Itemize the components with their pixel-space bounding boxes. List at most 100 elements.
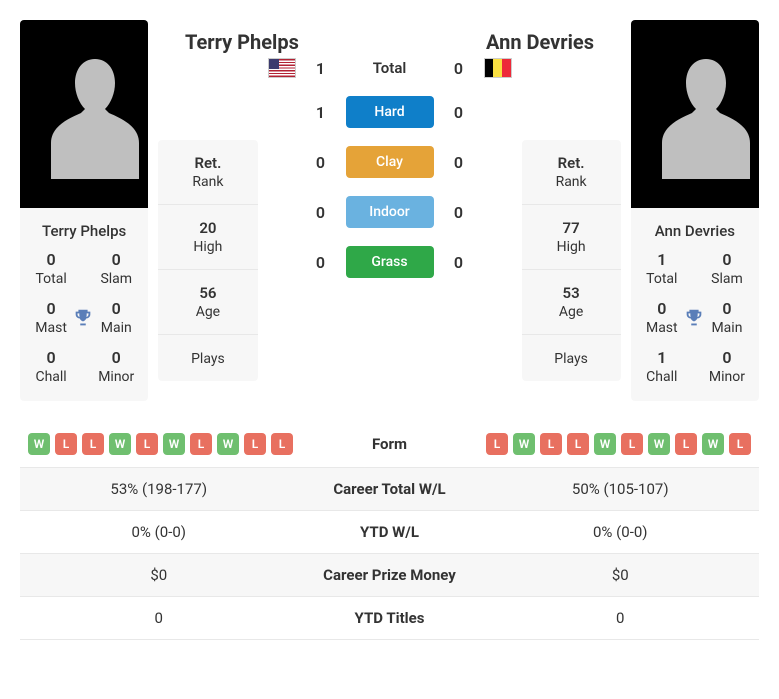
form-badge[interactable]: L [540, 433, 562, 455]
form-badge[interactable]: W [109, 433, 131, 455]
row-right-value: LWLLWLWLWL [486, 433, 751, 455]
row-left-value: $0 [28, 566, 290, 584]
clay-label[interactable]: Clay [346, 146, 434, 178]
form-badge[interactable]: W [163, 433, 185, 455]
p2-total-score: 0 [452, 59, 466, 78]
table-row: WLLWLWLWLLFormLWLLWLWLWL [20, 421, 759, 468]
player1-card-name: Terry Phelps [20, 208, 148, 250]
form-badge[interactable]: L [271, 433, 293, 455]
total-label: Total [346, 59, 434, 77]
player1-photo [20, 20, 148, 208]
hard-label[interactable]: Hard [346, 96, 434, 128]
form-badge[interactable]: L [82, 433, 104, 455]
stat-plays: Plays [522, 335, 621, 381]
row-center-label: Career Total W/L [290, 480, 490, 498]
table-row: 0YTD Titles0 [20, 597, 759, 640]
indoor-row: 0 Indoor 0 [314, 196, 466, 228]
table-row: 53% (198-177)Career Total W/L50% (105-10… [20, 468, 759, 511]
row-right-value: 0% (0-0) [490, 523, 752, 541]
title-total: 0Total [34, 250, 68, 287]
form-badge[interactable]: L [55, 433, 77, 455]
title-chall: 0Chall [34, 348, 68, 385]
stat-age: 53Age [522, 270, 621, 335]
player2-titles-grid: 1Total 0Slam 0Mast 0Main 1Chall 0Minor [631, 250, 759, 401]
player2-card-name: Ann Devries [631, 208, 759, 250]
flag-be-icon [484, 58, 512, 78]
table-row: $0Career Prize Money$0 [20, 554, 759, 597]
title-slam: 0Slam [98, 250, 134, 287]
player1-stats: Ret.Rank 20High 56Age Plays [158, 140, 257, 401]
grass-row: 0 Grass 0 [314, 246, 466, 278]
player2-photo [631, 20, 759, 208]
title-main: 0Main [98, 299, 134, 336]
row-left-value: 0% (0-0) [28, 523, 290, 541]
p1-grass: 0 [314, 253, 328, 272]
p1-clay: 0 [314, 153, 328, 172]
form-badge[interactable]: W [702, 433, 724, 455]
player1-titles-grid: 0Total 0Slam 0Mast 0Main 0Chall 0Minor [20, 250, 148, 401]
grass-label[interactable]: Grass [346, 246, 434, 278]
stat-age: 56Age [158, 270, 257, 335]
trophy-icon [72, 299, 94, 336]
p2-clay: 0 [452, 153, 466, 172]
hard-row: 1 Hard 0 [314, 96, 466, 128]
form-badge[interactable]: L [136, 433, 158, 455]
p1-hard: 1 [314, 103, 328, 122]
p2-hard: 0 [452, 103, 466, 122]
trophy-icon [683, 299, 705, 336]
form-badge[interactable]: L [675, 433, 697, 455]
title-main: 0Main [709, 299, 745, 336]
row-center-label: Career Prize Money [290, 566, 490, 584]
clay-row: 0 Clay 0 [314, 146, 466, 178]
row-center-label: Form [293, 435, 486, 453]
total-row: 1 Total 0 [268, 58, 512, 78]
p1-indoor: 0 [314, 203, 328, 222]
row-center-label: YTD Titles [290, 609, 490, 627]
title-mast: 0Mast [645, 299, 679, 336]
player1-card: Terry Phelps 0Total 0Slam 0Mast 0Main 0C… [20, 20, 148, 401]
form-badge[interactable]: L [729, 433, 751, 455]
main-wrapper: Terry Phelps 0Total 0Slam 0Mast 0Main 0C… [20, 20, 759, 401]
form-badge[interactable]: W [217, 433, 239, 455]
row-right-value: 50% (105-107) [490, 480, 752, 498]
form-badge[interactable]: W [28, 433, 50, 455]
player2-card: Ann Devries 1Total 0Slam 0Mast 0Main 1Ch… [631, 20, 759, 401]
form-badges-p1: WLLWLWLWLL [28, 433, 293, 455]
p1-total-score: 1 [314, 59, 328, 78]
table-row: 0% (0-0)YTD W/L0% (0-0) [20, 511, 759, 554]
title-mast: 0Mast [34, 299, 68, 336]
form-badge[interactable]: W [594, 433, 616, 455]
row-right-value: $0 [490, 566, 752, 584]
row-left-value: WLLWLWLWLL [28, 433, 293, 455]
h2h-center: 1 Total 0 1 Hard 0 0 Clay 0 0 Indoor 0 0… [268, 20, 512, 401]
p2-indoor: 0 [452, 203, 466, 222]
stat-rank: Ret.Rank [158, 140, 257, 205]
row-right-value: 0 [490, 609, 752, 627]
row-left-value: 0 [28, 609, 290, 627]
title-total: 1Total [645, 250, 679, 287]
silhouette-icon [656, 49, 756, 179]
title-minor: 0Minor [709, 348, 745, 385]
stat-plays: Plays [158, 335, 257, 381]
form-badge[interactable]: W [648, 433, 670, 455]
form-badge[interactable]: L [244, 433, 266, 455]
form-badge[interactable]: L [621, 433, 643, 455]
title-minor: 0Minor [98, 348, 134, 385]
form-badge[interactable]: L [567, 433, 589, 455]
row-left-value: 53% (198-177) [28, 480, 290, 498]
indoor-label[interactable]: Indoor [346, 196, 434, 228]
stat-rank: Ret.Rank [522, 140, 621, 205]
stat-high: 20High [158, 205, 257, 270]
comparison-table: WLLWLWLWLLFormLWLLWLWLWL53% (198-177)Car… [20, 421, 759, 640]
form-badge[interactable]: W [513, 433, 535, 455]
form-badges-p2: LWLLWLWLWL [486, 433, 751, 455]
p2-grass: 0 [452, 253, 466, 272]
title-chall: 1Chall [645, 348, 679, 385]
silhouette-icon [45, 49, 145, 179]
form-badge[interactable]: L [486, 433, 508, 455]
form-badge[interactable]: L [190, 433, 212, 455]
player2-stats: Ret.Rank 77High 53Age Plays [522, 140, 621, 401]
row-center-label: YTD W/L [290, 523, 490, 541]
flag-us-icon [268, 58, 296, 78]
stat-high: 77High [522, 205, 621, 270]
